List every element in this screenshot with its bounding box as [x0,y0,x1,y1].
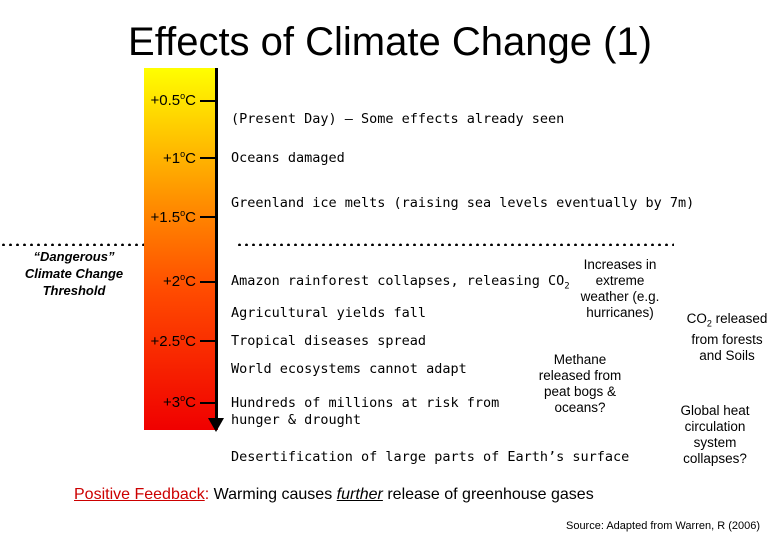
note-heat-circulation: Global heat circulation system collapses… [680,403,750,466]
arrow-down-icon [208,418,224,432]
threshold-dotted-line-left [0,243,144,246]
temp-label-0-5: +0.5oC [150,91,196,109]
threshold-line: Climate Change [24,266,124,281]
dangerous-threshold-label: “Dangerous” Climate Change Threshold [4,248,144,299]
source-citation: Source: Adapted from Warren, R (2006) [565,520,760,532]
effect-greenland: Greenland ice melts (raising sea levels … [231,195,695,211]
temperature-gradient-bar [144,68,218,430]
effect-desertification: Desertification of large parts of Earth’… [231,449,630,465]
threshold-line: Threshold [42,283,106,298]
note-extreme-weather: Increases in extreme weather (e.g. hurri… [580,257,660,320]
effect-oceans: Oceans damaged [231,150,345,166]
threshold-line: “Dangerous” [33,249,115,264]
page-title: Effects of Climate Change (1) [128,20,652,64]
tick-mark [200,281,216,283]
tick-mark [200,340,216,342]
effect-hunger: Hundreds of millions at risk from hunger… [231,395,500,428]
tick-mark [200,157,216,159]
temperature-axis-line [215,68,218,422]
temp-label-1-5: +1.5oC [150,208,196,226]
temp-label-3: +3oC [163,393,196,411]
note-methane: Methane released from peat bogs & oceans… [538,352,622,415]
effect-present-day: (Present Day) – Some effects already see… [231,111,565,127]
temp-label-1: +1oC [163,149,196,167]
threshold-dotted-line-right [236,243,674,246]
effect-ecosystems: World ecosystems cannot adapt [231,361,467,377]
effect-agriculture: Agricultural yields fall [231,305,427,321]
tick-mark [200,100,216,102]
temp-label-2-5: +2.5oC [150,332,196,350]
note-co2-forests: CO2 released from forests and Soils [686,311,768,363]
effect-amazon: Amazon rainforest collapses, releasing C… [231,273,570,292]
tick-mark [200,402,216,404]
tick-mark [200,216,216,218]
positive-feedback-caption: Positive Feedback: Warming causes furthe… [74,486,594,503]
effect-tropical: Tropical diseases spread [231,333,427,349]
temp-label-2: +2oC [163,272,196,290]
